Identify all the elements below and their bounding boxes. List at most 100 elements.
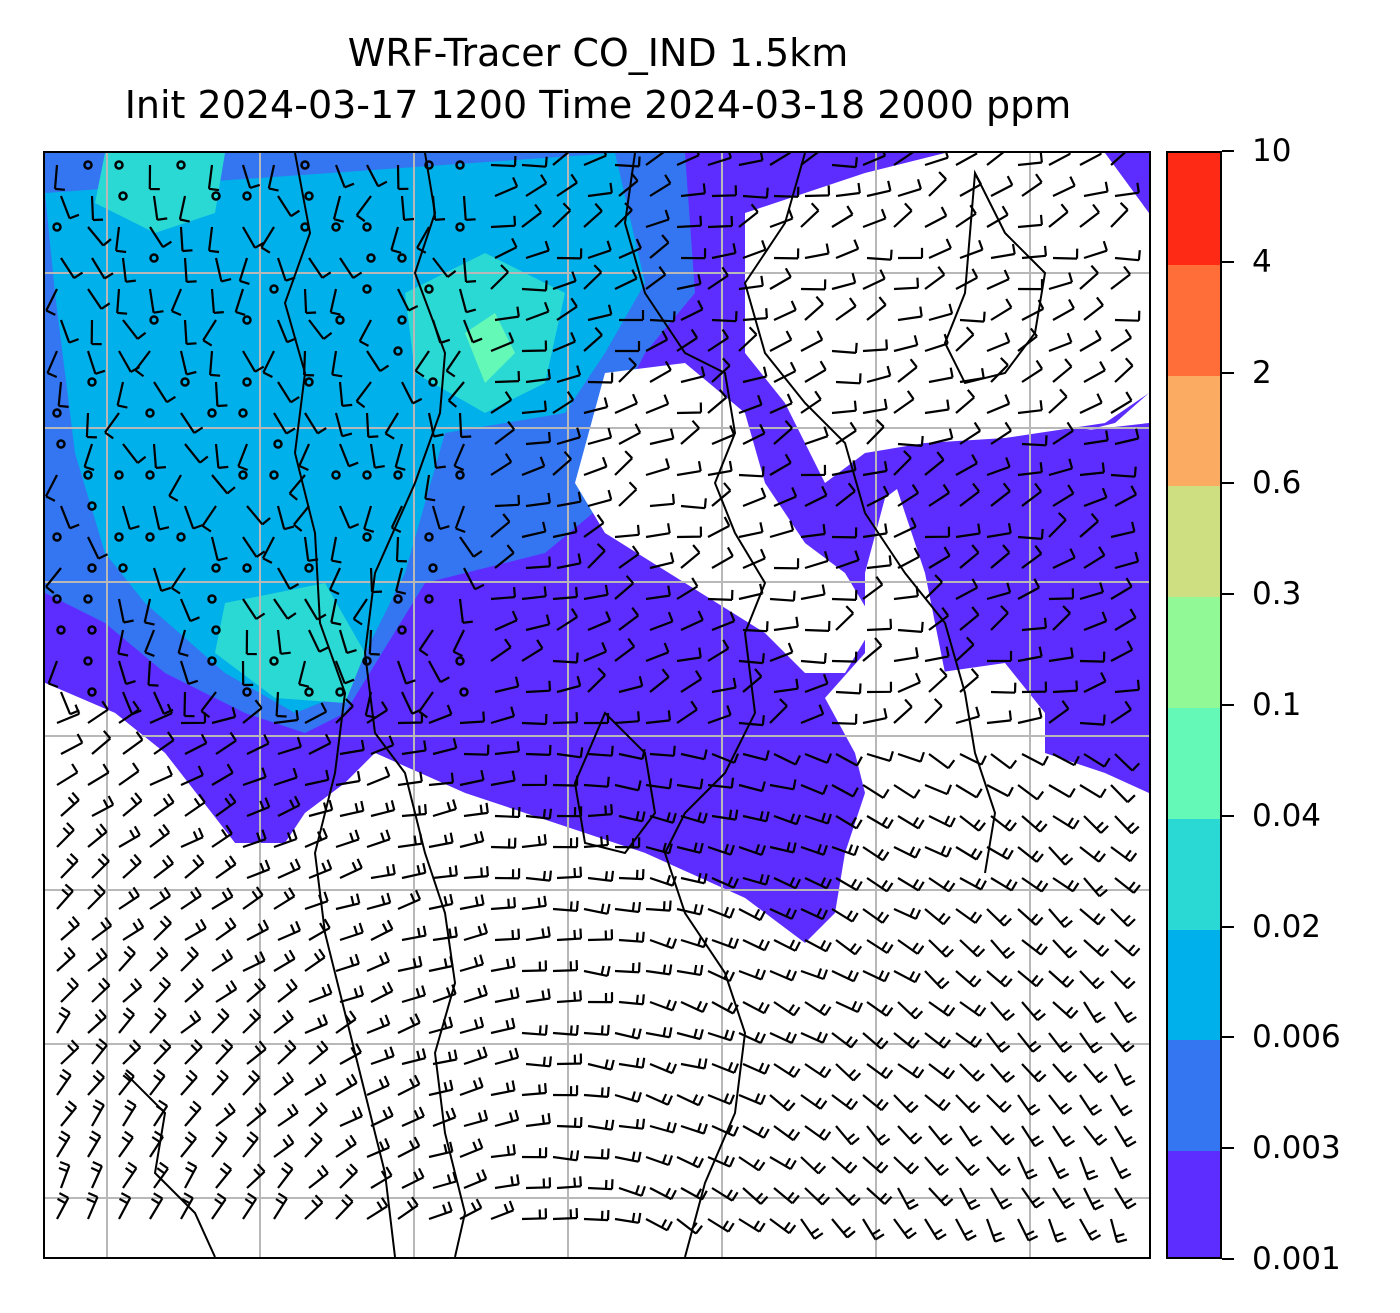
wind-barb <box>118 1007 135 1034</box>
wind-barb <box>552 1085 579 1097</box>
wind-barb <box>742 187 769 199</box>
calm-circle <box>362 470 372 480</box>
wind-barb <box>118 945 136 972</box>
wind-barb <box>990 1001 1015 1022</box>
wind-barb <box>618 676 644 694</box>
wind-barb <box>707 1093 736 1106</box>
wind-barb <box>1052 548 1076 569</box>
wind-barb <box>893 202 913 228</box>
calm-circle <box>269 470 279 480</box>
wind-barb <box>835 753 863 767</box>
coastlines <box>124 153 1047 1257</box>
wind-barb <box>85 412 97 439</box>
colorbar-tick-label: 0.006 <box>1252 1019 1341 1056</box>
wind-barb <box>835 182 861 198</box>
wind-barb <box>707 1218 735 1233</box>
wind-barb <box>494 806 521 819</box>
calm-circle <box>300 160 310 170</box>
wind-barb <box>521 960 548 973</box>
wind-barb <box>521 1147 548 1159</box>
wind-barb <box>742 366 768 384</box>
calm-circle <box>242 563 252 573</box>
wind-barb <box>924 1032 951 1049</box>
wind-barb <box>463 866 489 880</box>
colorbar-tick-label: 4 <box>1252 243 1272 280</box>
wind-barb <box>893 517 917 538</box>
wind-barb <box>680 366 706 384</box>
wind-barb <box>835 1187 861 1206</box>
wind-barb <box>986 457 1011 477</box>
wind-barb <box>800 1031 829 1044</box>
wind-barb <box>800 843 828 856</box>
colorbar-tick <box>1222 925 1234 928</box>
wind-barb <box>525 988 551 1004</box>
wind-barb <box>1021 299 1045 321</box>
wind-barb <box>928 815 956 828</box>
wind-barb <box>986 269 1010 291</box>
wind-barb <box>304 1194 324 1220</box>
wind-barb <box>494 371 521 384</box>
wind-barb <box>459 536 483 558</box>
wind-barb <box>804 939 832 953</box>
wind-barb <box>56 822 75 848</box>
wind-barb <box>928 667 948 693</box>
wind-barb <box>986 1032 1011 1053</box>
wind-barb <box>587 427 613 446</box>
wind-barb <box>394 443 406 471</box>
wind-barb <box>57 381 69 408</box>
wind-barb <box>273 1192 288 1220</box>
wind-barb <box>831 784 859 798</box>
wind-barb <box>680 1058 708 1070</box>
colorbar-segment <box>1168 1150 1220 1257</box>
wind-barb <box>370 981 394 1003</box>
wind-barb <box>304 1073 327 1096</box>
wind-barb <box>304 1132 323 1158</box>
wind-barb <box>862 1032 889 1050</box>
wind-barb <box>334 412 353 438</box>
wind-barb <box>556 675 582 694</box>
wind-barb <box>91 730 112 755</box>
wind-barb <box>614 202 633 228</box>
wind-barb <box>1052 176 1076 197</box>
wind-barb <box>645 964 673 976</box>
wind-barb <box>242 1131 259 1158</box>
wind-barb <box>773 813 802 826</box>
wind-barb <box>1021 245 1047 260</box>
wind-barb <box>149 1192 164 1220</box>
wind-barb <box>959 239 984 260</box>
wind-barb <box>649 874 677 887</box>
calm-circle <box>331 470 341 480</box>
wind-barb <box>707 906 736 919</box>
calm-circle <box>52 532 62 542</box>
wind-barb <box>1017 1032 1042 1053</box>
wind-barb <box>1110 908 1136 927</box>
wind-barb <box>986 582 1012 601</box>
wind-barb <box>862 1156 889 1174</box>
wind-barb <box>955 846 983 861</box>
wind-barb <box>494 544 515 569</box>
wind-barb <box>800 783 829 796</box>
wind-barb <box>831 970 859 983</box>
wind-barb <box>521 400 547 415</box>
calm-circle <box>149 253 159 263</box>
wind-barb <box>1048 388 1068 414</box>
wind-barb <box>1114 1125 1137 1148</box>
wind-barb <box>277 795 301 817</box>
wind-barb <box>303 288 317 315</box>
wind-barb <box>707 328 730 352</box>
wind-barb <box>273 1071 294 1096</box>
wind-barb <box>260 226 275 254</box>
wind-barb <box>59 195 80 220</box>
wind-barb <box>897 1001 924 1020</box>
wind-barb <box>396 164 409 191</box>
wind-barb <box>118 886 140 910</box>
calm-circle <box>459 687 469 697</box>
wind-barb <box>1048 153 1072 166</box>
wind-barb <box>335 829 360 849</box>
wind-barb <box>831 651 858 663</box>
wind-barb <box>986 908 1012 927</box>
wind-barb <box>893 586 919 601</box>
wind-barb <box>924 153 949 167</box>
wind-barb <box>1017 784 1045 801</box>
wind-barb <box>1110 1156 1132 1180</box>
